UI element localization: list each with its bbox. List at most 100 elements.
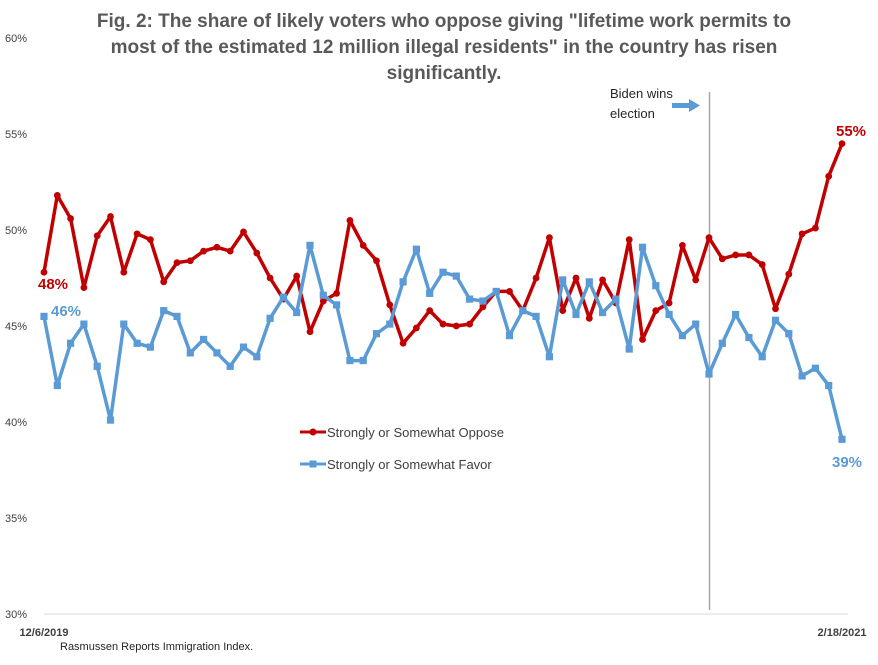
- data-point-favor: [519, 307, 527, 315]
- data-point-oppose: [479, 303, 487, 311]
- end-label-oppose: 55%: [836, 123, 866, 140]
- data-point-oppose: [758, 261, 766, 268]
- data-point-oppose: [386, 301, 394, 309]
- data-point-oppose: [466, 320, 473, 328]
- data-point-oppose: [306, 328, 314, 336]
- data-point-favor: [186, 349, 194, 357]
- data-point-oppose: [718, 255, 726, 263]
- data-point-oppose: [559, 307, 567, 315]
- data-point-favor: [279, 293, 287, 301]
- legend: Strongly or Somewhat Oppose Strongly or …: [300, 425, 504, 472]
- y-tick-label: 50%: [5, 225, 27, 237]
- data-point-favor: [293, 308, 301, 317]
- data-point-favor: [492, 287, 500, 296]
- data-point-favor: [559, 276, 567, 284]
- data-point-favor: [146, 343, 154, 351]
- data-point-oppose: [439, 320, 447, 328]
- data-point-favor: [599, 308, 607, 317]
- data-point-oppose: [373, 257, 380, 265]
- data-point-oppose: [732, 251, 739, 259]
- data-point-oppose: [705, 234, 713, 242]
- chart-title-line-3: significantly.: [387, 63, 502, 84]
- y-tick-label: 55%: [5, 129, 27, 141]
- legend-favor-label: Strongly or Somewhat Favor: [327, 457, 492, 472]
- data-point-favor: [625, 345, 633, 353]
- y-axis: 60% 55% 50% 45% 40% 35% 30%: [5, 33, 27, 621]
- data-point-oppose: [825, 172, 833, 180]
- data-point-oppose: [333, 289, 340, 297]
- series-oppose: [40, 140, 846, 347]
- data-point-favor: [718, 339, 726, 347]
- data-point-favor: [545, 353, 553, 361]
- data-point-oppose: [426, 307, 434, 315]
- y-tick-label: 35%: [5, 513, 27, 525]
- data-point-favor: [505, 332, 514, 340]
- data-point-oppose: [266, 274, 274, 282]
- data-point-oppose: [120, 268, 128, 276]
- data-point-favor: [479, 297, 487, 305]
- start-label-oppose: 48%: [38, 276, 68, 293]
- data-point-favor: [226, 362, 234, 370]
- data-point-favor: [732, 310, 740, 319]
- data-point-favor: [67, 339, 75, 347]
- data-point-favor: [439, 268, 447, 276]
- data-point-oppose: [346, 217, 354, 224]
- data-point-favor: [758, 353, 766, 361]
- data-point-oppose: [399, 339, 407, 347]
- start-label-favor: 46%: [51, 303, 81, 320]
- data-point-oppose: [226, 247, 234, 255]
- data-point-oppose: [532, 274, 540, 282]
- data-point-oppose: [40, 268, 48, 276]
- data-point-oppose: [359, 241, 367, 249]
- data-point-favor: [372, 330, 381, 338]
- data-point-favor: [532, 312, 540, 320]
- data-point-oppose: [293, 272, 301, 280]
- data-point-oppose: [838, 140, 846, 148]
- y-tick-label: 30%: [5, 609, 27, 621]
- data-point-oppose: [253, 249, 261, 257]
- data-point-oppose: [93, 232, 101, 240]
- data-point-oppose: [692, 276, 700, 284]
- data-point-oppose: [160, 278, 168, 286]
- data-point-favor: [665, 310, 673, 319]
- data-point-favor: [811, 364, 819, 372]
- legend-favor-swatch: [300, 460, 326, 468]
- data-point-oppose: [107, 213, 114, 220]
- data-point-favor: [771, 316, 780, 324]
- data-point-oppose: [80, 284, 88, 291]
- data-point-oppose: [133, 230, 141, 238]
- data-point-favor: [692, 320, 700, 328]
- data-point-oppose: [639, 336, 646, 343]
- data-point-favor: [638, 243, 647, 251]
- data-point-favor: [359, 356, 367, 365]
- data-point-favor: [785, 330, 793, 338]
- data-point-favor: [266, 314, 274, 322]
- data-point-favor: [333, 301, 341, 309]
- event-annotation-line-2: election: [610, 106, 655, 121]
- data-point-oppose: [413, 324, 420, 332]
- data-point-oppose: [625, 236, 633, 244]
- data-point-favor: [466, 295, 474, 303]
- data-point-favor: [346, 356, 354, 365]
- data-point-favor: [200, 335, 208, 344]
- end-label-favor: 39%: [832, 454, 862, 471]
- data-point-favor: [213, 349, 221, 357]
- data-point-favor: [40, 312, 48, 320]
- data-point-oppose: [599, 276, 606, 284]
- data-point-favor: [452, 272, 460, 280]
- data-point-oppose: [772, 305, 779, 313]
- data-point-favor: [306, 241, 314, 249]
- data-point-oppose: [200, 247, 208, 255]
- data-point-oppose: [572, 274, 580, 282]
- data-point-oppose: [452, 322, 460, 330]
- data-point-favor: [93, 362, 101, 370]
- data-point-favor: [678, 332, 686, 340]
- data-point-oppose: [798, 230, 806, 238]
- data-point-oppose: [585, 314, 593, 322]
- data-point-favor: [585, 278, 593, 286]
- data-point-favor: [652, 282, 660, 290]
- data-point-favor: [160, 307, 168, 315]
- data-point-favor: [253, 353, 261, 361]
